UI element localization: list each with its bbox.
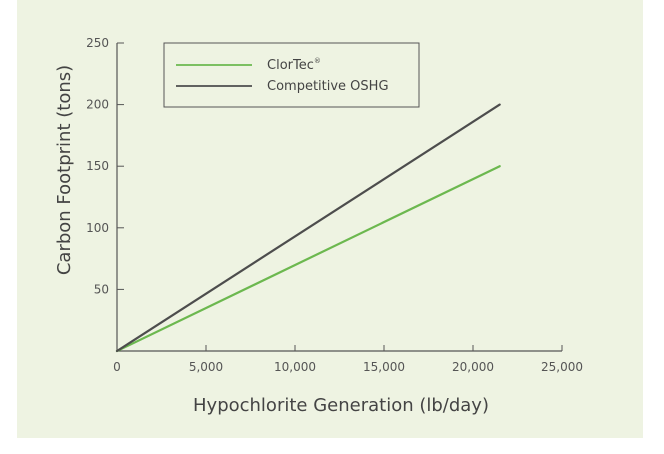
series-lines — [115, 103, 501, 353]
legend-box — [163, 42, 420, 108]
y-tick-label: 150 — [86, 159, 109, 173]
x-tick-label: 5,000 — [189, 360, 223, 374]
x-tick-label: 25,000 — [541, 360, 583, 374]
legend: ClorTec® Competitive OSHG — [163, 42, 420, 108]
y-tick-label: 250 — [86, 36, 109, 50]
y-tick-label: 100 — [86, 221, 109, 235]
y-axis-title: Carbon Footprint (tons) — [54, 65, 75, 275]
y-tick-label: 50 — [94, 282, 109, 296]
x-tick-label: 0 — [113, 360, 121, 374]
axes — [116, 43, 562, 352]
y-tick-label: 200 — [86, 98, 109, 112]
legend-label: ClorTec® — [267, 57, 321, 73]
series-line-competitive-oshg — [115, 103, 501, 353]
x-axis-title: Hypochlorite Generation (lb/day) — [193, 395, 489, 416]
series-line-clortec — [115, 165, 501, 353]
ticks: 0 5,000 10,000 15,000 20,000 25,000 50 100 150 20… — [86, 36, 583, 374]
x-tick-label: 10,000 — [274, 360, 316, 374]
x-tick-label: 20,000 — [452, 360, 494, 374]
legend-superscript: ® — [314, 57, 321, 65]
x-tick-label: 15,000 — [363, 360, 405, 374]
legend-label: Competitive OSHG — [267, 79, 389, 94]
